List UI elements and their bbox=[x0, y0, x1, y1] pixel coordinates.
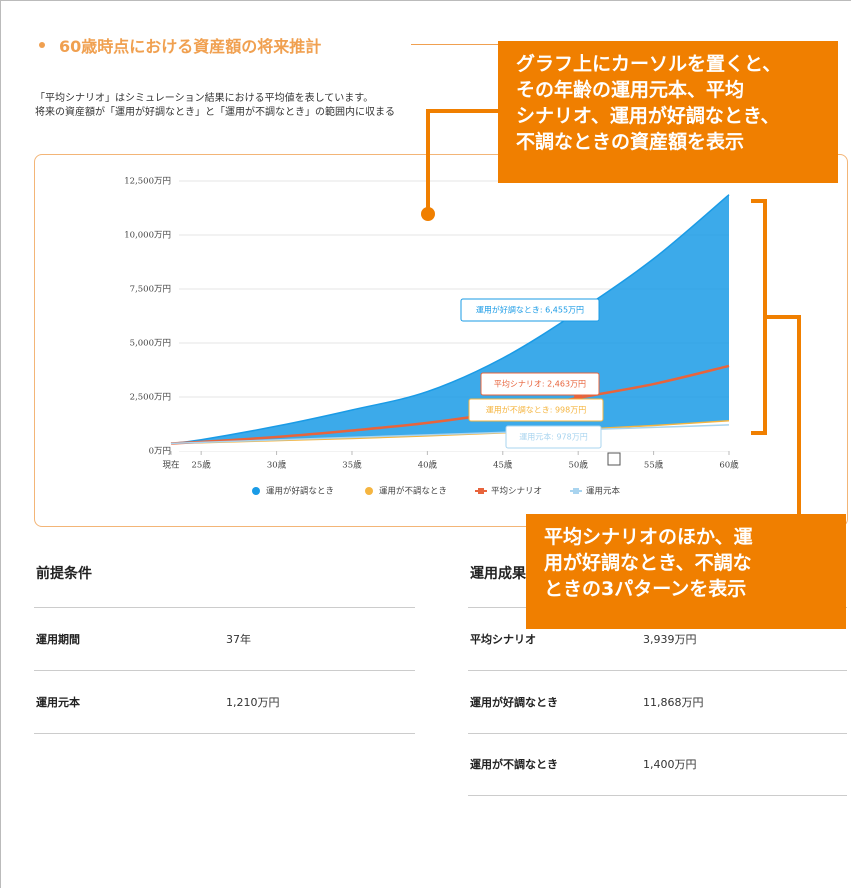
x-tick-label: 60歳 bbox=[719, 460, 739, 471]
rule bbox=[34, 670, 415, 671]
bracket bbox=[751, 199, 767, 435]
callout-line: グラフ上にカーソルを置くと、 bbox=[516, 53, 782, 75]
row-label: 運用元本 bbox=[36, 695, 80, 709]
hover-marker bbox=[574, 393, 583, 402]
row-label: 運用期間 bbox=[36, 633, 80, 646]
callout: 平均シナリオのほか、運 用が好調なとき、不調な ときの3パターンを表示 bbox=[526, 514, 846, 629]
row-value: 1,210万円 bbox=[226, 695, 280, 709]
legend-label: 運用元本 bbox=[586, 486, 621, 497]
callout-line: ときの3パターンを表示 bbox=[544, 578, 747, 600]
y-tick-label: 10,000万円 bbox=[124, 231, 171, 241]
x-tick-label: 35歳 bbox=[342, 460, 362, 471]
x-tick-label: 50歳 bbox=[569, 460, 589, 471]
x-tick-label: 30歳 bbox=[267, 460, 287, 471]
legend-swatch bbox=[478, 488, 484, 494]
tooltip-box bbox=[468, 398, 604, 422]
x-tick-label: 25歳 bbox=[191, 460, 211, 471]
callout-line: その年齢の運用元本、平均 bbox=[516, 79, 745, 101]
tooltip-text: 運用元本: 978万円 bbox=[519, 432, 588, 442]
row-value: 3,939万円 bbox=[643, 633, 697, 646]
tooltip-text: 運用が好調なとき: 6,455万円 bbox=[476, 305, 584, 315]
description: 「平均シナリオ」はシミュレーション結果における平均値を表しています。 bbox=[35, 93, 374, 104]
chart-box bbox=[34, 154, 848, 527]
pointer-line bbox=[426, 109, 501, 214]
pointer-line bbox=[765, 315, 801, 521]
rule bbox=[468, 795, 847, 796]
tooltip-box bbox=[480, 372, 600, 396]
legend-swatch bbox=[252, 487, 260, 495]
x-tick-label: 55歳 bbox=[644, 460, 664, 471]
rule bbox=[34, 607, 415, 608]
tooltip-text: 平均シナリオ: 2,463万円 bbox=[494, 379, 586, 389]
x-tick-label: 40歳 bbox=[418, 460, 438, 471]
tooltip-box bbox=[460, 298, 600, 322]
tooltip-box bbox=[505, 425, 602, 449]
x-tick-label: 現在 bbox=[162, 460, 179, 471]
row-value: 37年 bbox=[226, 633, 251, 646]
rule bbox=[468, 670, 847, 671]
section-title: 60歳時点における資産額の将来推計 bbox=[59, 37, 322, 56]
y-tick-label: 2,500万円 bbox=[130, 393, 171, 403]
table-title: 運用成果 bbox=[470, 566, 526, 582]
line bbox=[170, 424, 730, 445]
y-tick-label: 7,500万円 bbox=[130, 285, 171, 295]
line bbox=[170, 364, 730, 445]
x-tick-label: 45歳 bbox=[493, 460, 513, 471]
hover-box bbox=[607, 452, 621, 466]
y-tick-label: 5,000万円 bbox=[130, 339, 171, 349]
legend-swatch bbox=[365, 487, 373, 495]
legend-label: 平均シナリオ bbox=[491, 486, 542, 497]
rule bbox=[468, 732, 847, 734]
line bbox=[170, 194, 730, 445]
y-tick-label: 12,500万円 bbox=[124, 177, 171, 187]
row-label: 運用が不調なとき bbox=[470, 758, 558, 771]
rule bbox=[34, 732, 415, 734]
callout-line: 用が好調なとき、不調な bbox=[544, 552, 752, 574]
row-value: 1,400万円 bbox=[643, 758, 697, 771]
description: 将来の資産額が「運用が好調なとき」と「運用が不調なとき」の範囲内に収まる bbox=[35, 107, 395, 118]
title-dot bbox=[39, 42, 45, 48]
legend-swatch bbox=[573, 488, 579, 494]
row-value: 11,868万円 bbox=[643, 695, 704, 709]
title-rule bbox=[411, 44, 501, 45]
callout-line: 不調なときの資産額を表示 bbox=[516, 131, 745, 153]
callout-line: シナリオ、運用が好調なとき、 bbox=[516, 105, 780, 127]
legend-label: 運用が不調なとき bbox=[379, 486, 447, 497]
row-label: 運用が好調なとき bbox=[470, 695, 558, 709]
y-tick-label: 0万円 bbox=[149, 447, 171, 457]
callout: グラフ上にカーソルを置くと、 その年齢の運用元本、平均シナリオ、運用が好調なとき、… bbox=[498, 41, 838, 183]
tooltip-text: 運用が不調なとき: 998万円 bbox=[486, 405, 587, 415]
legend-label: 運用が好調なとき bbox=[266, 486, 334, 497]
callout-line: 平均シナリオのほか、運 bbox=[544, 526, 753, 548]
row-label: 平均シナリオ bbox=[470, 633, 536, 646]
table-title: 前提条件 bbox=[36, 566, 92, 582]
